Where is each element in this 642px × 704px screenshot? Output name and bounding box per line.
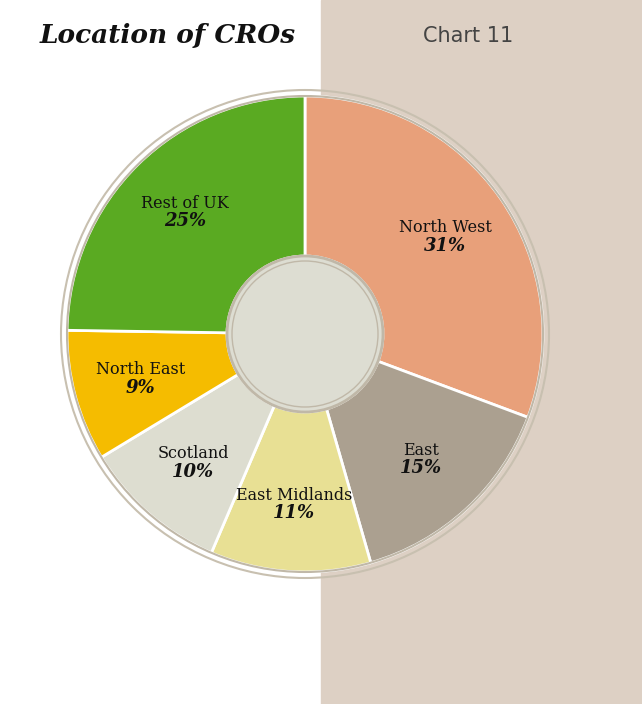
Text: Location of CROs: Location of CROs [40,23,296,49]
Wedge shape [67,330,238,458]
Circle shape [227,256,383,412]
Text: Chart 11: Chart 11 [423,26,513,46]
Text: North East: North East [96,361,185,378]
Text: East: East [403,442,439,459]
Bar [321,0,642,704]
Text: 31%: 31% [424,237,466,255]
Wedge shape [327,361,528,562]
Text: East Midlands: East Midlands [236,487,352,504]
Text: 9%: 9% [125,379,155,396]
Text: 11%: 11% [273,505,315,522]
Wedge shape [67,96,305,333]
Bar [0,0,321,704]
Text: 15%: 15% [400,460,442,477]
Text: Rest of UK: Rest of UK [141,195,229,212]
Wedge shape [305,96,543,417]
Text: 25%: 25% [164,213,206,230]
Text: North West: North West [399,219,492,236]
Wedge shape [101,375,274,553]
Text: 10%: 10% [172,463,214,481]
Wedge shape [211,406,371,572]
Text: Scotland: Scotland [157,446,229,463]
